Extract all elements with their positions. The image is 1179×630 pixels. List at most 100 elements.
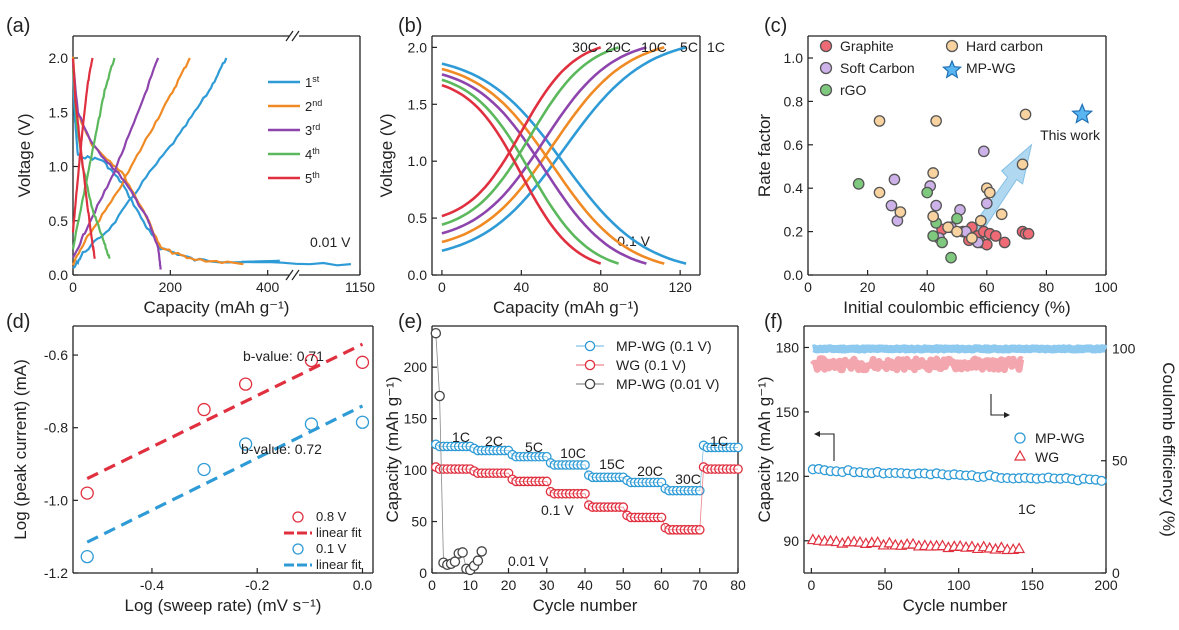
right-axis-arrow: [990, 394, 1006, 416]
linear-fit-line: [86, 342, 364, 480]
panel-label: (e): [398, 311, 422, 333]
x-tick-label: 60: [654, 577, 670, 593]
y-tick-label: 0.0: [784, 267, 804, 283]
legend-label: WG: [1035, 449, 1059, 465]
data-point: [1016, 158, 1029, 171]
y-tick-label: 200: [404, 359, 428, 375]
panel-d: -0.4 -0.2 0.0 -1.2 -1.0 -0.8 -0.6 Log (sweep ra…: [6, 311, 374, 615]
discharge-curve: [441, 78, 620, 265]
rate-label: 5C: [525, 439, 543, 455]
x-tick-label: 200: [159, 279, 183, 295]
discharge-curve: [71, 64, 162, 270]
y-tick-label: 1.5: [49, 104, 69, 120]
data-point: [888, 173, 901, 186]
x-tick-label: 50: [877, 577, 893, 593]
x-axis-label: Cycle number: [903, 596, 1008, 615]
x-axis-label: Log (sweep rate) (mV s⁻¹): [125, 596, 322, 615]
x-tick-label: 20: [501, 577, 517, 593]
data-point: [885, 199, 898, 212]
rate-label: 5C: [680, 39, 698, 55]
data-point: [304, 353, 319, 368]
rate-label: 2C: [485, 433, 503, 449]
legend-label: Graphite: [840, 38, 894, 54]
mp-wg-star: [1071, 102, 1094, 124]
legend-marker: [1013, 449, 1027, 461]
series-MP-WG (0.01 V): [430, 327, 487, 576]
data-point: [983, 186, 996, 199]
data-point: [871, 536, 884, 547]
data-point: [906, 537, 920, 549]
data-point: [430, 327, 442, 339]
legend-label: 1st: [305, 74, 320, 90]
rate-label: 20C: [637, 463, 663, 479]
y-tick-label: 0.4: [784, 180, 804, 196]
data-point: [873, 115, 886, 127]
rate-label: 30C: [572, 39, 598, 55]
data-point: [472, 555, 484, 566]
x-tick-label: 0: [804, 279, 812, 295]
x-axis-label: Cycle number: [533, 596, 638, 615]
data-point: [936, 236, 948, 249]
legend-marker: [584, 340, 596, 352]
series-line: [435, 466, 738, 531]
legend-marker: [945, 39, 959, 53]
x-tick-label: 60: [979, 279, 995, 295]
y-tick-label: 90: [783, 533, 799, 549]
discharge-curve: [441, 67, 665, 265]
axis-break-mask: [289, 269, 299, 281]
panel-label: (a): [6, 15, 30, 37]
cutoff-annotation: 0.1 V: [541, 502, 574, 518]
data-point: [921, 186, 934, 199]
y-tick-label: 0.2: [784, 224, 804, 240]
legend-marker: [292, 511, 304, 523]
series-MP-WG: [1071, 102, 1094, 124]
y-tick-label: 150: [404, 411, 428, 427]
charge-curve: [441, 46, 665, 244]
rate-label: 15C: [599, 456, 625, 472]
y-tick-label: -0.6: [44, 347, 68, 363]
y2-axis-label: Coulomb efficiency (%): [1159, 362, 1178, 536]
x-tick-label: 100: [947, 577, 971, 593]
series-0.1 V: [80, 404, 370, 564]
legend-star: [941, 59, 963, 79]
data-point: [894, 206, 907, 218]
panel-e: 0 10 20 30 40 50 60 70 80 0 50 100 150 200 Cycle numbe…: [383, 311, 746, 615]
rate-label: 1C: [707, 39, 725, 55]
data-point: [238, 437, 253, 451]
charge-curve: [71, 57, 94, 233]
panel-label: (d): [6, 311, 30, 333]
y-tick-label: -0.8: [44, 420, 68, 436]
coulombic-efficiency-band: [810, 355, 1025, 374]
series-10C: [441, 46, 647, 265]
data-point: [852, 178, 865, 190]
legend-label: 5th: [305, 170, 320, 186]
x-tick-label: 1150: [345, 279, 375, 295]
legend-label: linear fit: [316, 525, 362, 540]
series-rGO: [852, 178, 963, 264]
x-tick-label: 80: [593, 279, 609, 295]
legend-label: rGO: [840, 82, 867, 98]
legend-superscript: nd: [312, 98, 322, 108]
y-tick-label: 0: [419, 565, 427, 581]
series-MP-WG (0.1 V): [430, 439, 743, 496]
series-WG (0.1 V): [430, 462, 743, 535]
b-value-annotation: b-value: 0.72: [241, 441, 322, 457]
charge-curve: [71, 57, 116, 250]
x-tick-label: 40: [577, 577, 593, 593]
y-tick-label: 0.6: [784, 137, 804, 153]
legend-superscript: rd: [312, 122, 320, 132]
y-axis-label: Voltage (V): [377, 113, 396, 197]
charge-curve: [72, 57, 228, 270]
x-tick-label: 120: [668, 279, 692, 295]
y-tick-label: 0.8: [784, 93, 804, 109]
x-tick-label: -0.2: [245, 577, 269, 593]
series-5C: [441, 46, 665, 265]
y-tick-label: 1.0: [49, 159, 69, 175]
legend-label: 0.1 V: [316, 541, 347, 556]
data-point: [930, 115, 942, 127]
legend-label: Soft Carbon: [840, 60, 915, 76]
axis-break-mark: [285, 30, 294, 42]
rate-annotation: 1C: [1018, 501, 1036, 517]
data-point: [966, 232, 978, 244]
x-tick-label: 10: [462, 577, 478, 593]
